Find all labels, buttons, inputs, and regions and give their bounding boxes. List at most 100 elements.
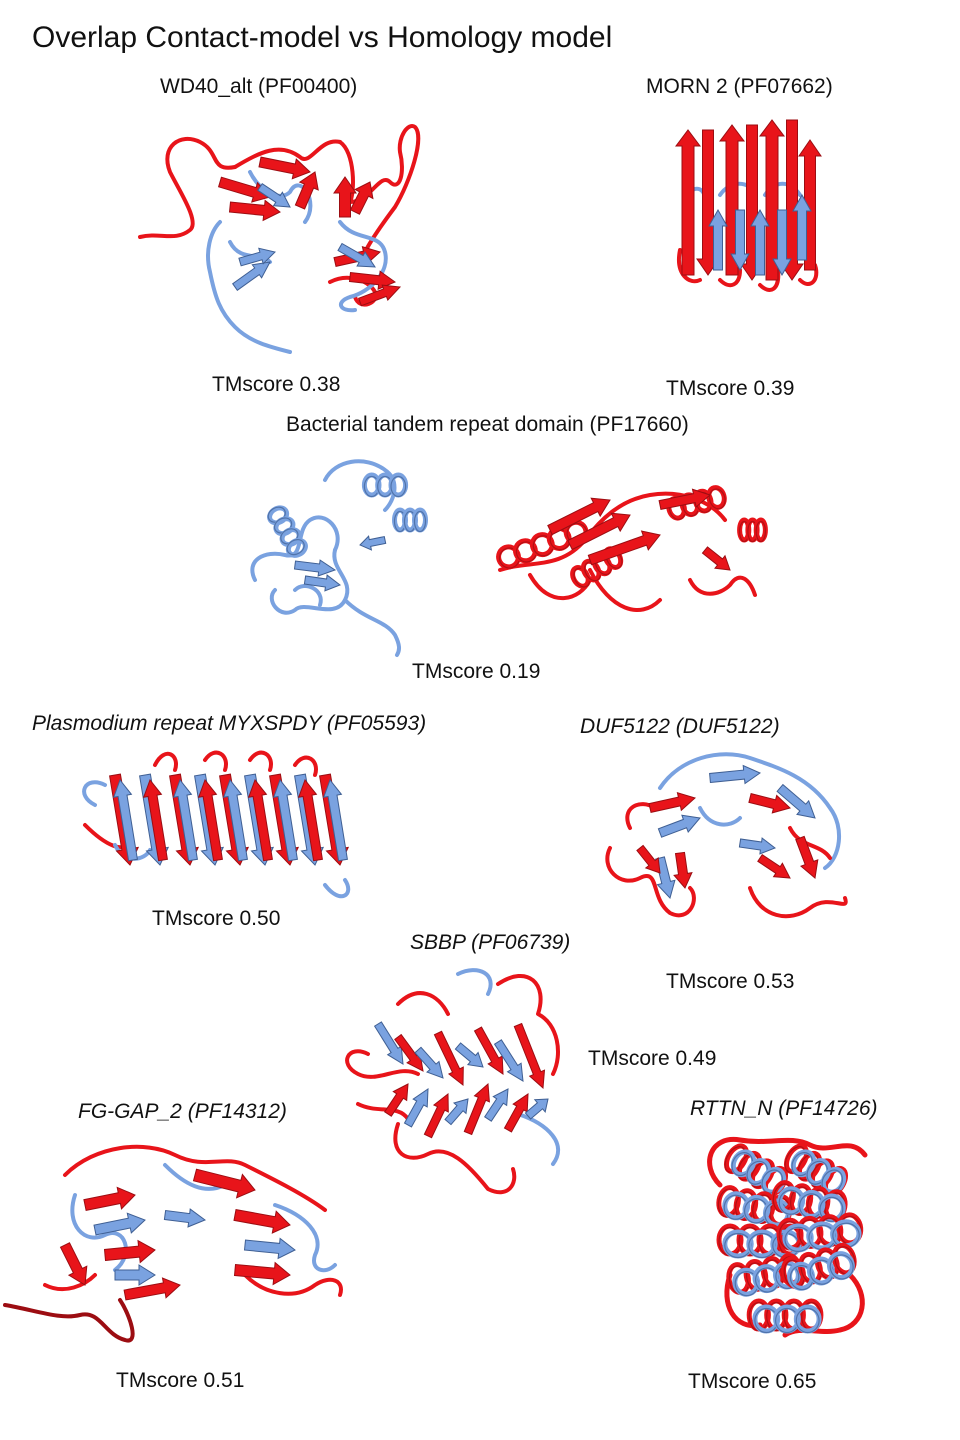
tmscore-btr: TMscore 0.19: [412, 660, 541, 683]
structure-duf5122: [605, 752, 848, 919]
loop-ribbon: [43, 1273, 97, 1292]
helix-turn-shade: [755, 520, 766, 543]
beta-strand-arrow: [675, 129, 701, 276]
alpha-helix: [361, 472, 409, 498]
loop-ribbon: [250, 515, 340, 582]
beta-strand-arrow: [359, 535, 387, 551]
beta-strand-arrow: [303, 574, 342, 592]
loop-ribbon: [293, 755, 318, 777]
structure-sbbp: [345, 968, 560, 1195]
beta-strand-arrow: [238, 247, 276, 267]
helix-turn-shade: [819, 1196, 844, 1222]
beta-strand-arrow: [294, 171, 319, 210]
beta-strand-arrow: [394, 1033, 424, 1072]
loop-ribbon: [138, 136, 237, 239]
panel-label-rttn: RTTN_N (PF14726): [690, 1097, 878, 1120]
loop-ribbon: [748, 886, 848, 919]
loop-ribbon: [206, 220, 292, 354]
beta-strand-arrow: [357, 284, 402, 307]
beta-strand-arrow: [795, 835, 819, 879]
loop-ribbon: [516, 1112, 560, 1166]
loop-ribbon: [356, 1102, 410, 1121]
beta-strand-arrow: [297, 778, 323, 862]
beta-strand-arrow: [322, 778, 348, 862]
structure-morn: [675, 119, 822, 292]
loop-ribbon: [698, 806, 742, 827]
loop-ribbon: [153, 751, 178, 772]
loop-ribbon: [658, 752, 842, 870]
beta-strand-arrow: [272, 778, 298, 862]
beta-strand-arrow: [93, 1212, 146, 1236]
beta-strand-arrow: [454, 1042, 484, 1068]
helix-turn-shade: [286, 539, 305, 556]
beta-strand-arrow: [657, 814, 701, 838]
beta-strand-arrow: [587, 530, 661, 566]
loop-ribbon: [323, 459, 397, 512]
loop-ribbon: [456, 968, 493, 996]
beta-strand-arrow: [708, 208, 728, 271]
tmscore-fggap: TMscore 0.51: [116, 1369, 245, 1392]
loop-ribbon: [496, 973, 560, 1076]
beta-strand-arrow: [444, 1098, 469, 1126]
helix-turn-shade: [789, 1265, 814, 1291]
helix-turn: [753, 517, 768, 543]
structure-fggap: [3, 1144, 343, 1343]
beta-strand-arrow: [348, 270, 397, 290]
beta-strand-arrow: [258, 156, 311, 180]
beta-strand-arrow: [247, 778, 273, 862]
tmscore-sbbp: TMscore 0.49: [588, 1047, 717, 1070]
tmscore-rttn: TMscore 0.65: [688, 1370, 817, 1393]
helix-turn-shade: [413, 510, 427, 533]
beta-strand-arrow: [776, 783, 816, 819]
alpha-helix: [737, 517, 768, 543]
structure-btr-contact: [496, 485, 768, 612]
alpha-helix: [392, 507, 428, 533]
panel-label-wd40: WD40_alt (PF00400): [160, 75, 358, 98]
beta-strand-arrow: [484, 1088, 509, 1122]
panel-label-sbbp: SBBP (PF06739): [410, 931, 571, 954]
beta-strand-arrow: [423, 1092, 449, 1139]
loop-ribbon: [345, 1049, 420, 1079]
beta-strand-arrow: [112, 778, 138, 862]
loop-ribbon: [248, 750, 273, 772]
beta-strand-arrow: [701, 546, 731, 571]
tmscore-plasmodium: TMscore 0.50: [152, 907, 281, 930]
beta-strand-arrow: [772, 209, 792, 277]
loop-ribbon: [393, 1122, 517, 1195]
alpha-helix: [267, 505, 308, 558]
beta-strand-arrow: [414, 1046, 444, 1079]
loop-ribbon: [273, 1203, 337, 1273]
panel-label-duf5122: DUF5122 (DUF5122): [580, 715, 780, 738]
beta-strand-arrow: [222, 778, 248, 862]
loop-ribbon: [63, 1144, 327, 1212]
loop-ribbon: [677, 248, 702, 284]
helix-turn: [412, 507, 428, 533]
helix-turn-shade: [708, 488, 726, 510]
panel-label-fggap: FG-GAP_2 (PF14312): [78, 1100, 287, 1123]
structure-plasmodium: [82, 750, 351, 899]
loop-ribbon: [323, 878, 351, 899]
beta-strand-arrow: [433, 1030, 464, 1087]
beta-strand-arrow: [257, 183, 291, 208]
loop-ribbon: [243, 1273, 343, 1297]
structure-wd40: [138, 124, 421, 354]
tmscore-duf5122: TMscore 0.53: [666, 970, 795, 993]
beta-strand-arrow: [163, 1208, 207, 1228]
loop-ribbon: [605, 846, 696, 918]
beta-strand-arrow: [293, 559, 337, 577]
beta-strand-arrow: [473, 1026, 504, 1075]
beta-strand-arrow: [228, 199, 281, 222]
beta-strand-arrow: [524, 1098, 549, 1120]
beta-strand-arrow: [172, 778, 198, 862]
beta-strand-arrow: [103, 1239, 156, 1264]
beta-strand-arrow: [493, 1039, 524, 1082]
beta-strand-arrow: [337, 242, 376, 268]
beta-strand-arrow: [233, 1209, 291, 1234]
beta-strand-arrow: [567, 512, 631, 551]
beta-strand-arrow: [243, 1237, 296, 1260]
loop-ribbon: [293, 584, 323, 607]
beta-strand-arrow: [709, 764, 762, 785]
beta-strand-arrow: [730, 209, 750, 272]
beta-strand-arrow: [142, 778, 168, 862]
panel-label-btr: Bacterial tandem repeat domain (PF17660): [286, 413, 689, 436]
